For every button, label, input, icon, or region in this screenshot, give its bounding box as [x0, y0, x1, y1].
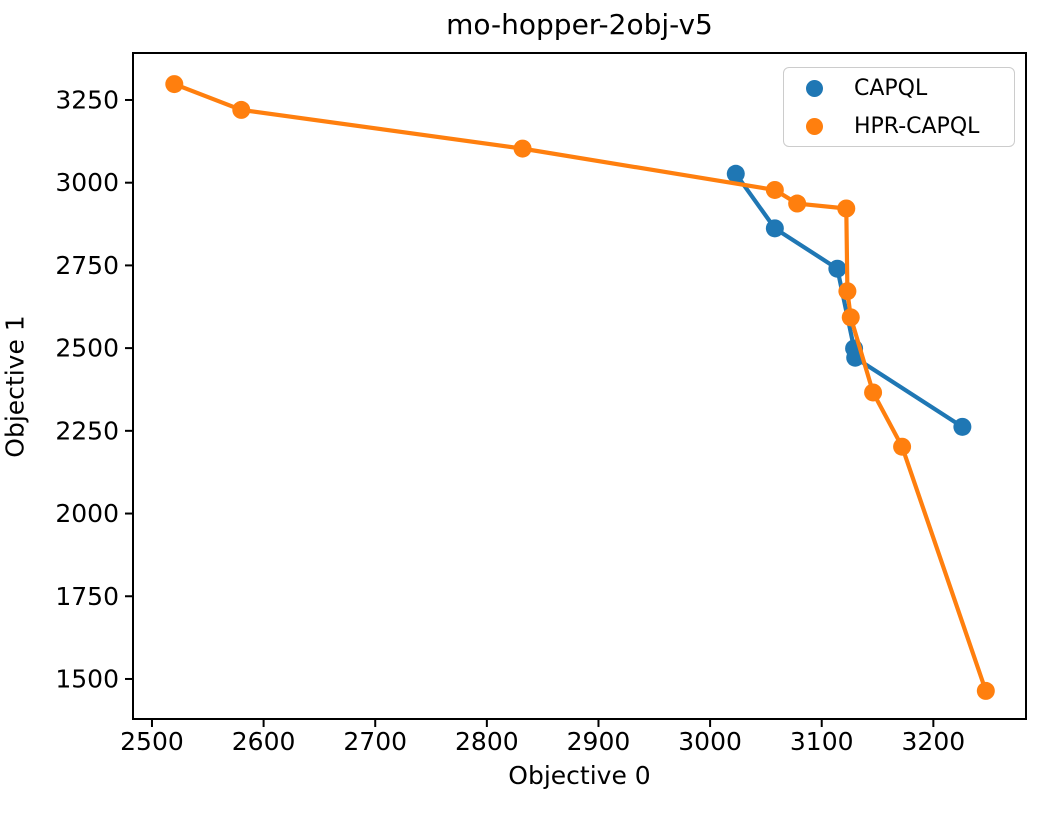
data-point-CAPQL: [765, 219, 784, 238]
data-point-HPR-CAPQL: [165, 75, 184, 94]
x-tick-label: 2700: [343, 727, 407, 756]
data-point-HPR-CAPQL: [893, 437, 912, 456]
chart-title: mo-hopper-2obj-v5: [446, 8, 713, 41]
data-point-CAPQL: [726, 164, 745, 183]
y-axis-label: Objective 1: [0, 315, 30, 458]
data-point-HPR-CAPQL: [232, 100, 251, 119]
y-tick-label: 2500: [55, 334, 119, 363]
x-tick-label: 2600: [232, 727, 296, 756]
data-point-HPR-CAPQL: [841, 308, 860, 327]
y-tick-label: 3250: [55, 85, 119, 114]
data-point-CAPQL: [828, 259, 847, 278]
legend-label-capql: CAPQL: [854, 75, 928, 101]
legend-entry-hpr-capql: HPR-CAPQL: [806, 111, 1014, 141]
y-tick-label: 2250: [55, 416, 119, 445]
legend-entry-capql: CAPQL: [806, 73, 1014, 103]
capql-marker-icon: [806, 79, 823, 97]
data-point-HPR-CAPQL: [838, 282, 857, 301]
x-tick-label: 2800: [455, 727, 519, 756]
x-tick-label: 3200: [902, 727, 966, 756]
data-point-HPR-CAPQL: [976, 681, 995, 700]
axes-frame: [132, 52, 1027, 720]
y-tick-label: 2000: [55, 499, 119, 528]
y-tick-label: 1750: [55, 582, 119, 611]
x-tick-label: 2900: [567, 727, 631, 756]
y-tick-label: 2750: [55, 251, 119, 280]
data-point-CAPQL: [953, 417, 972, 436]
line-CAPQL: [733, 171, 965, 429]
x-axis-label: Objective 0: [508, 761, 651, 790]
legend-label-hpr-capql: HPR-CAPQL: [854, 113, 980, 139]
legend: CAPQL HPR-CAPQL: [783, 67, 1015, 147]
x-tick-label: 2500: [120, 727, 184, 756]
x-tick-label: 3000: [678, 727, 742, 756]
y-tick-label: 3000: [55, 168, 119, 197]
data-point-HPR-CAPQL: [788, 194, 807, 213]
data-point-HPR-CAPQL: [765, 180, 784, 199]
hpr-capql-marker-icon: [806, 117, 823, 135]
data-point-HPR-CAPQL: [513, 139, 532, 158]
data-point-HPR-CAPQL: [864, 383, 883, 402]
line-HPR-CAPQL: [172, 81, 988, 693]
y-tick-label: 1500: [55, 664, 119, 693]
data-point-HPR-CAPQL: [837, 199, 856, 218]
x-tick-label: 3100: [790, 727, 854, 756]
